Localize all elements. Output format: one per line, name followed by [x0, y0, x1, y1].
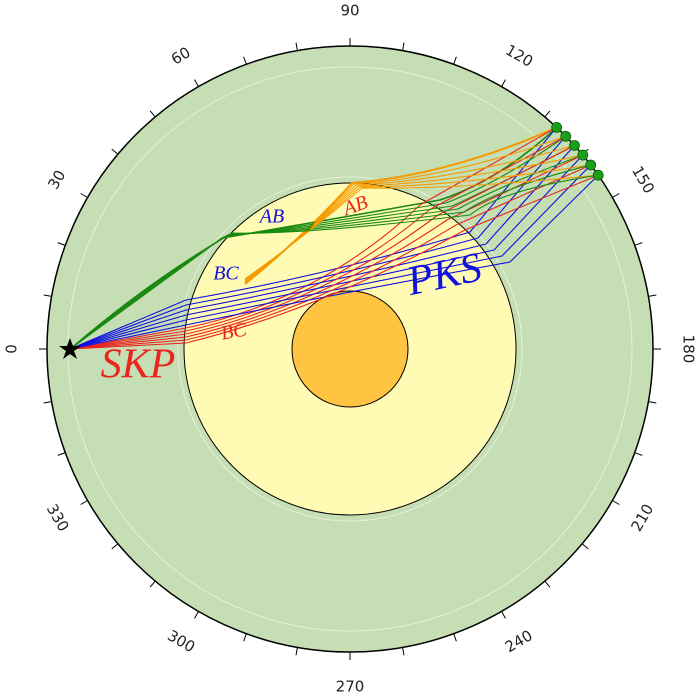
ray: [69, 154, 584, 350]
tick: [43, 401, 52, 404]
tick: [57, 242, 66, 246]
inner-core: [291, 290, 409, 408]
tick: [149, 110, 156, 118]
angle-label: 180: [680, 335, 698, 364]
tick: [111, 543, 119, 550]
tick: [43, 294, 52, 297]
tick: [402, 42, 405, 51]
angle-label: 330: [43, 501, 73, 535]
tick: [544, 110, 551, 118]
tick: [501, 611, 506, 619]
tick: [501, 79, 506, 87]
tick: [295, 42, 298, 51]
tick: [648, 294, 657, 297]
receiver: [569, 140, 580, 151]
ray: [69, 164, 591, 350]
receiver: [577, 149, 589, 161]
ray: [69, 135, 567, 350]
ray: [69, 135, 567, 350]
tick: [453, 56, 457, 65]
source-star: [59, 338, 81, 359]
phase-label: BC: [219, 318, 249, 344]
ray: [69, 164, 591, 350]
ray: [69, 126, 557, 350]
tick: [243, 56, 247, 65]
angle-label: 270: [336, 678, 365, 696]
ray: [69, 174, 599, 350]
ray: [69, 145, 575, 350]
tick: [243, 633, 247, 642]
phase-label: AB: [258, 206, 284, 228]
tick: [634, 242, 643, 246]
angle-label: 240: [502, 626, 536, 656]
tick: [149, 580, 156, 588]
angle-label: 300: [164, 626, 198, 656]
phase-label: SKP: [101, 342, 176, 388]
angle-label: 90: [340, 2, 359, 20]
tick: [402, 647, 405, 656]
tick: [648, 401, 657, 404]
tick: [80, 193, 88, 198]
tick: [612, 193, 620, 198]
ray: [69, 174, 599, 350]
mantle-ring: [177, 176, 523, 522]
tick: [194, 79, 199, 87]
angle-label: 210: [627, 501, 657, 535]
angle-label: 0: [3, 344, 21, 354]
ray: [69, 164, 592, 350]
angle-label: 120: [502, 41, 536, 71]
ray: [69, 135, 567, 350]
tick: [57, 452, 66, 456]
angle-label: 150: [628, 163, 658, 197]
rays: [69, 126, 599, 350]
tick: [544, 580, 551, 588]
tick: [111, 148, 119, 155]
receivers: [551, 121, 604, 181]
receiver: [551, 121, 563, 133]
ray: [69, 154, 583, 350]
tick: [295, 647, 298, 656]
tick: [80, 500, 88, 505]
receiver: [585, 159, 597, 171]
tick: [453, 633, 457, 642]
ray: [244, 174, 599, 280]
tick: [612, 500, 620, 505]
tick: [194, 611, 199, 619]
receiver: [560, 130, 572, 142]
phase-label: BC: [213, 263, 239, 285]
ray: [69, 174, 599, 350]
angle-label: 30: [44, 167, 69, 193]
tick: [634, 452, 643, 456]
ray: [69, 127, 558, 350]
angle-label: 60: [168, 43, 194, 68]
tick: [581, 543, 589, 550]
receiver: [592, 169, 604, 181]
